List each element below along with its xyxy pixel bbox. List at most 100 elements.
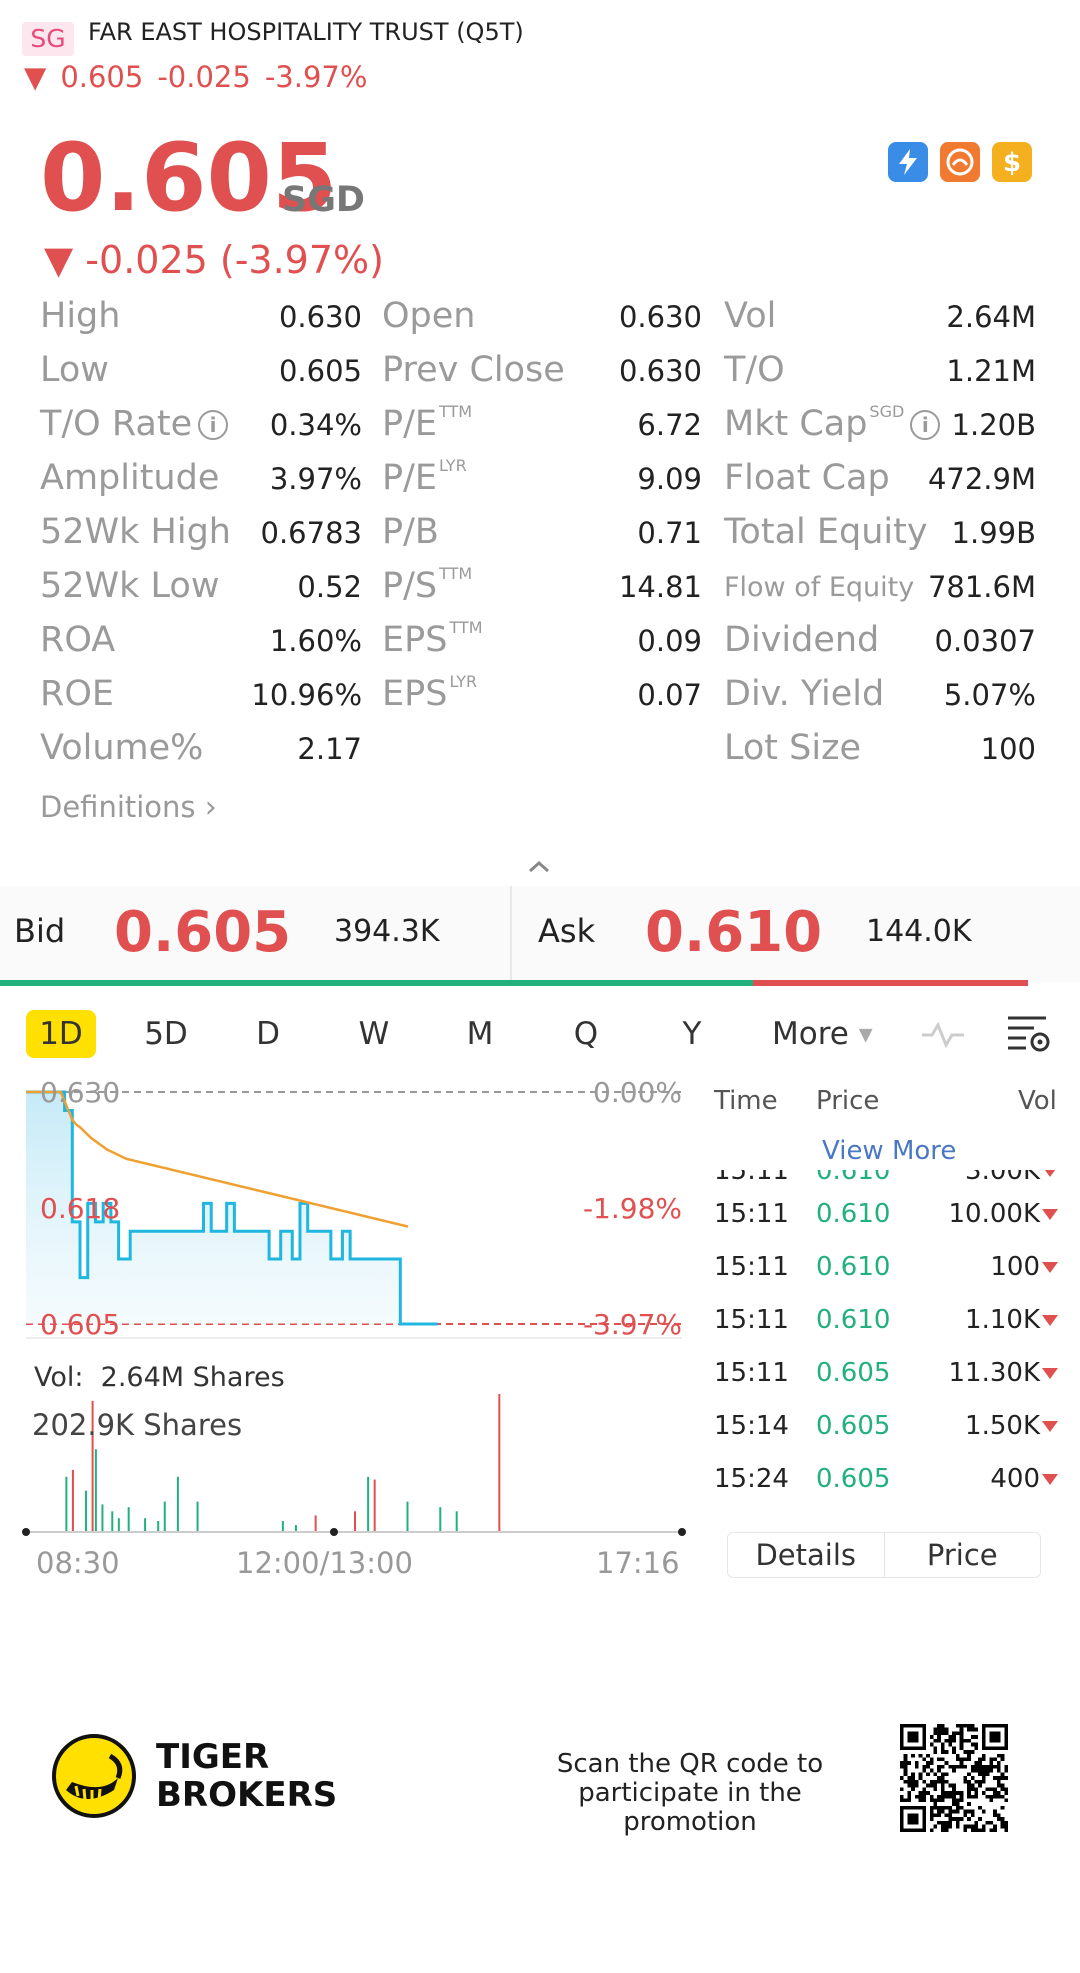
stat-label[interactable]: P/E TTM bbox=[382, 402, 472, 444]
stat-value[interactable]: 0.71 bbox=[637, 516, 702, 550]
tick-price[interactable]: 0.605 bbox=[816, 1411, 891, 1441]
stat-label[interactable]: Lot Size bbox=[724, 728, 861, 768]
tick-price[interactable]: 0.605 bbox=[816, 1464, 891, 1494]
info-icon[interactable]: i bbox=[910, 410, 941, 440]
tick-price[interactable]: 0.610 bbox=[816, 1252, 891, 1282]
stat-label[interactable]: Open bbox=[382, 296, 475, 336]
stat-value[interactable]: 6.72 bbox=[637, 408, 702, 442]
tick-volume[interactable]: 100 bbox=[990, 1252, 1058, 1282]
tick-time[interactable]: 15:24 bbox=[714, 1464, 789, 1494]
stat-value[interactable]: 2.64M bbox=[946, 300, 1036, 334]
segment-price[interactable]: Price bbox=[883, 1533, 1041, 1577]
stat-label[interactable]: T/O Rate i bbox=[40, 404, 229, 444]
stat-value[interactable]: 9.09 bbox=[637, 462, 702, 496]
sell-triangle-icon[interactable] bbox=[1042, 1368, 1058, 1379]
sell-triangle-icon[interactable] bbox=[1042, 1474, 1058, 1485]
stat-label[interactable]: Dividend bbox=[724, 620, 879, 660]
tick-row[interactable]: 15:11 0.605 11.30K bbox=[714, 1358, 1058, 1411]
tick-price[interactable]: 0.610 bbox=[816, 1305, 891, 1335]
definitions-link[interactable]: Definitions › bbox=[40, 790, 217, 825]
tab-m[interactable]: M bbox=[466, 1016, 494, 1052]
view-more-link[interactable]: View More bbox=[822, 1136, 957, 1166]
collapse-icon[interactable] bbox=[527, 855, 551, 879]
stat-value[interactable]: 0.6783 bbox=[260, 516, 362, 550]
tick-row[interactable]: 15:11 0.610 10.00K bbox=[714, 1199, 1058, 1252]
stat-label[interactable]: Low bbox=[40, 350, 109, 390]
sell-triangle-icon[interactable] bbox=[1042, 1209, 1058, 1220]
stat-label[interactable]: Flow of Equity bbox=[724, 572, 914, 603]
stat-label[interactable]: P/B bbox=[382, 512, 439, 552]
stat-label[interactable]: 52Wk High bbox=[40, 512, 231, 552]
sell-triangle-icon[interactable] bbox=[1042, 1262, 1058, 1273]
tick-volume[interactable]: 400 bbox=[990, 1464, 1058, 1494]
tick-time[interactable]: 15:11 bbox=[714, 1199, 789, 1229]
stat-label[interactable]: Div. Yield bbox=[724, 674, 884, 714]
tick-time[interactable]: 15:11 bbox=[714, 1252, 789, 1282]
stat-value[interactable]: 0.09 bbox=[637, 624, 702, 658]
tick-row[interactable]: 15:11 0.610 100 bbox=[714, 1252, 1058, 1305]
stat-label[interactable]: EPS TTM bbox=[382, 618, 483, 660]
flash-icon[interactable] bbox=[888, 142, 928, 182]
tick-row[interactable]: 15:14 0.605 1.50K bbox=[714, 1411, 1058, 1464]
stat-label[interactable]: Total Equity bbox=[724, 512, 928, 552]
stat-label[interactable]: EPS LYR bbox=[382, 672, 477, 714]
stat-label[interactable]: Prev Close bbox=[382, 350, 565, 390]
stat-value[interactable]: 0.34% bbox=[269, 408, 362, 442]
stat-value[interactable]: 5.07% bbox=[943, 678, 1036, 712]
stat-value[interactable]: 14.81 bbox=[618, 570, 702, 604]
tick-time[interactable]: 15:11 bbox=[714, 1358, 789, 1388]
stat-value[interactable]: 0.07 bbox=[637, 678, 702, 712]
tab-w[interactable]: W bbox=[358, 1016, 390, 1052]
stat-value[interactable]: 1.99B bbox=[951, 516, 1036, 550]
tick-price[interactable]: 0.605 bbox=[816, 1358, 891, 1388]
stat-label[interactable]: Mkt Cap SGD i bbox=[724, 402, 941, 444]
tick-row[interactable]: 15:11 0.610 3.00K bbox=[714, 1170, 1058, 1209]
tab-5d[interactable]: 5D bbox=[144, 1016, 188, 1052]
stat-value[interactable]: 0.630 bbox=[278, 300, 362, 334]
tab-more[interactable]: More ▼ bbox=[772, 1010, 882, 1058]
sell-triangle-icon[interactable] bbox=[1042, 1315, 1058, 1326]
stat-label[interactable]: 52Wk Low bbox=[40, 566, 219, 606]
stat-label[interactable]: P/S TTM bbox=[382, 564, 472, 606]
stat-label[interactable]: P/E LYR bbox=[382, 456, 467, 498]
tick-time[interactable]: 15:14 bbox=[714, 1411, 789, 1441]
stat-label[interactable]: T/O bbox=[724, 350, 785, 390]
tick-time[interactable]: 15:11 bbox=[714, 1170, 789, 1186]
stat-label[interactable]: ROA bbox=[40, 620, 115, 660]
stat-value[interactable]: 2.17 bbox=[297, 732, 362, 766]
sell-triangle-icon[interactable] bbox=[1042, 1421, 1058, 1432]
tab-y[interactable]: Y bbox=[682, 1016, 702, 1052]
segment-details[interactable]: Details bbox=[755, 1538, 857, 1572]
tab-d[interactable]: D bbox=[256, 1016, 280, 1052]
stat-value[interactable]: 0.630 bbox=[618, 354, 702, 388]
stat-label[interactable]: ROE bbox=[40, 674, 114, 714]
intraday-chart[interactable]: 0.630 0.00% 0.618 -1.98% 0.605 -3.97% bbox=[0, 1080, 700, 1550]
stat-label[interactable]: Amplitude bbox=[40, 458, 219, 498]
stat-value[interactable]: 0.630 bbox=[618, 300, 702, 334]
info-icon[interactable]: i bbox=[198, 410, 229, 440]
tick-volume[interactable]: 1.50K bbox=[965, 1411, 1058, 1441]
sell-triangle-icon[interactable] bbox=[1042, 1170, 1058, 1177]
tick-row[interactable]: 15:11 0.610 1.10K bbox=[714, 1305, 1058, 1358]
tab-q[interactable]: Q bbox=[573, 1016, 599, 1052]
stat-value[interactable]: 100 bbox=[980, 732, 1036, 766]
stat-label[interactable]: Float Cap bbox=[724, 458, 890, 498]
tick-row[interactable]: 15:24 0.605 400 bbox=[714, 1464, 1058, 1517]
stat-value[interactable]: 1.60% bbox=[269, 624, 362, 658]
stat-value[interactable]: 472.9M bbox=[927, 462, 1036, 496]
tick-volume[interactable]: 3.00K bbox=[965, 1170, 1058, 1186]
stat-label[interactable]: Vol bbox=[724, 296, 776, 336]
stat-value[interactable]: 10.96% bbox=[251, 678, 362, 712]
stat-value[interactable]: 1.20B bbox=[951, 408, 1036, 442]
chart-settings-icon[interactable] bbox=[1006, 1014, 1050, 1054]
tick-price[interactable]: 0.610 bbox=[816, 1199, 891, 1229]
tick-time[interactable]: 15:11 bbox=[714, 1305, 789, 1335]
stat-value[interactable]: 781.6M bbox=[927, 570, 1036, 604]
tick-volume[interactable]: 11.30K bbox=[949, 1358, 1058, 1388]
tick-price[interactable]: 0.610 bbox=[816, 1170, 891, 1186]
stat-value[interactable]: 0.605 bbox=[278, 354, 362, 388]
tick-volume[interactable]: 10.00K bbox=[949, 1199, 1058, 1229]
stat-value[interactable]: 1.21M bbox=[946, 354, 1036, 388]
stat-value[interactable]: 3.97% bbox=[269, 462, 362, 496]
stat-value[interactable]: 0.52 bbox=[297, 570, 362, 604]
